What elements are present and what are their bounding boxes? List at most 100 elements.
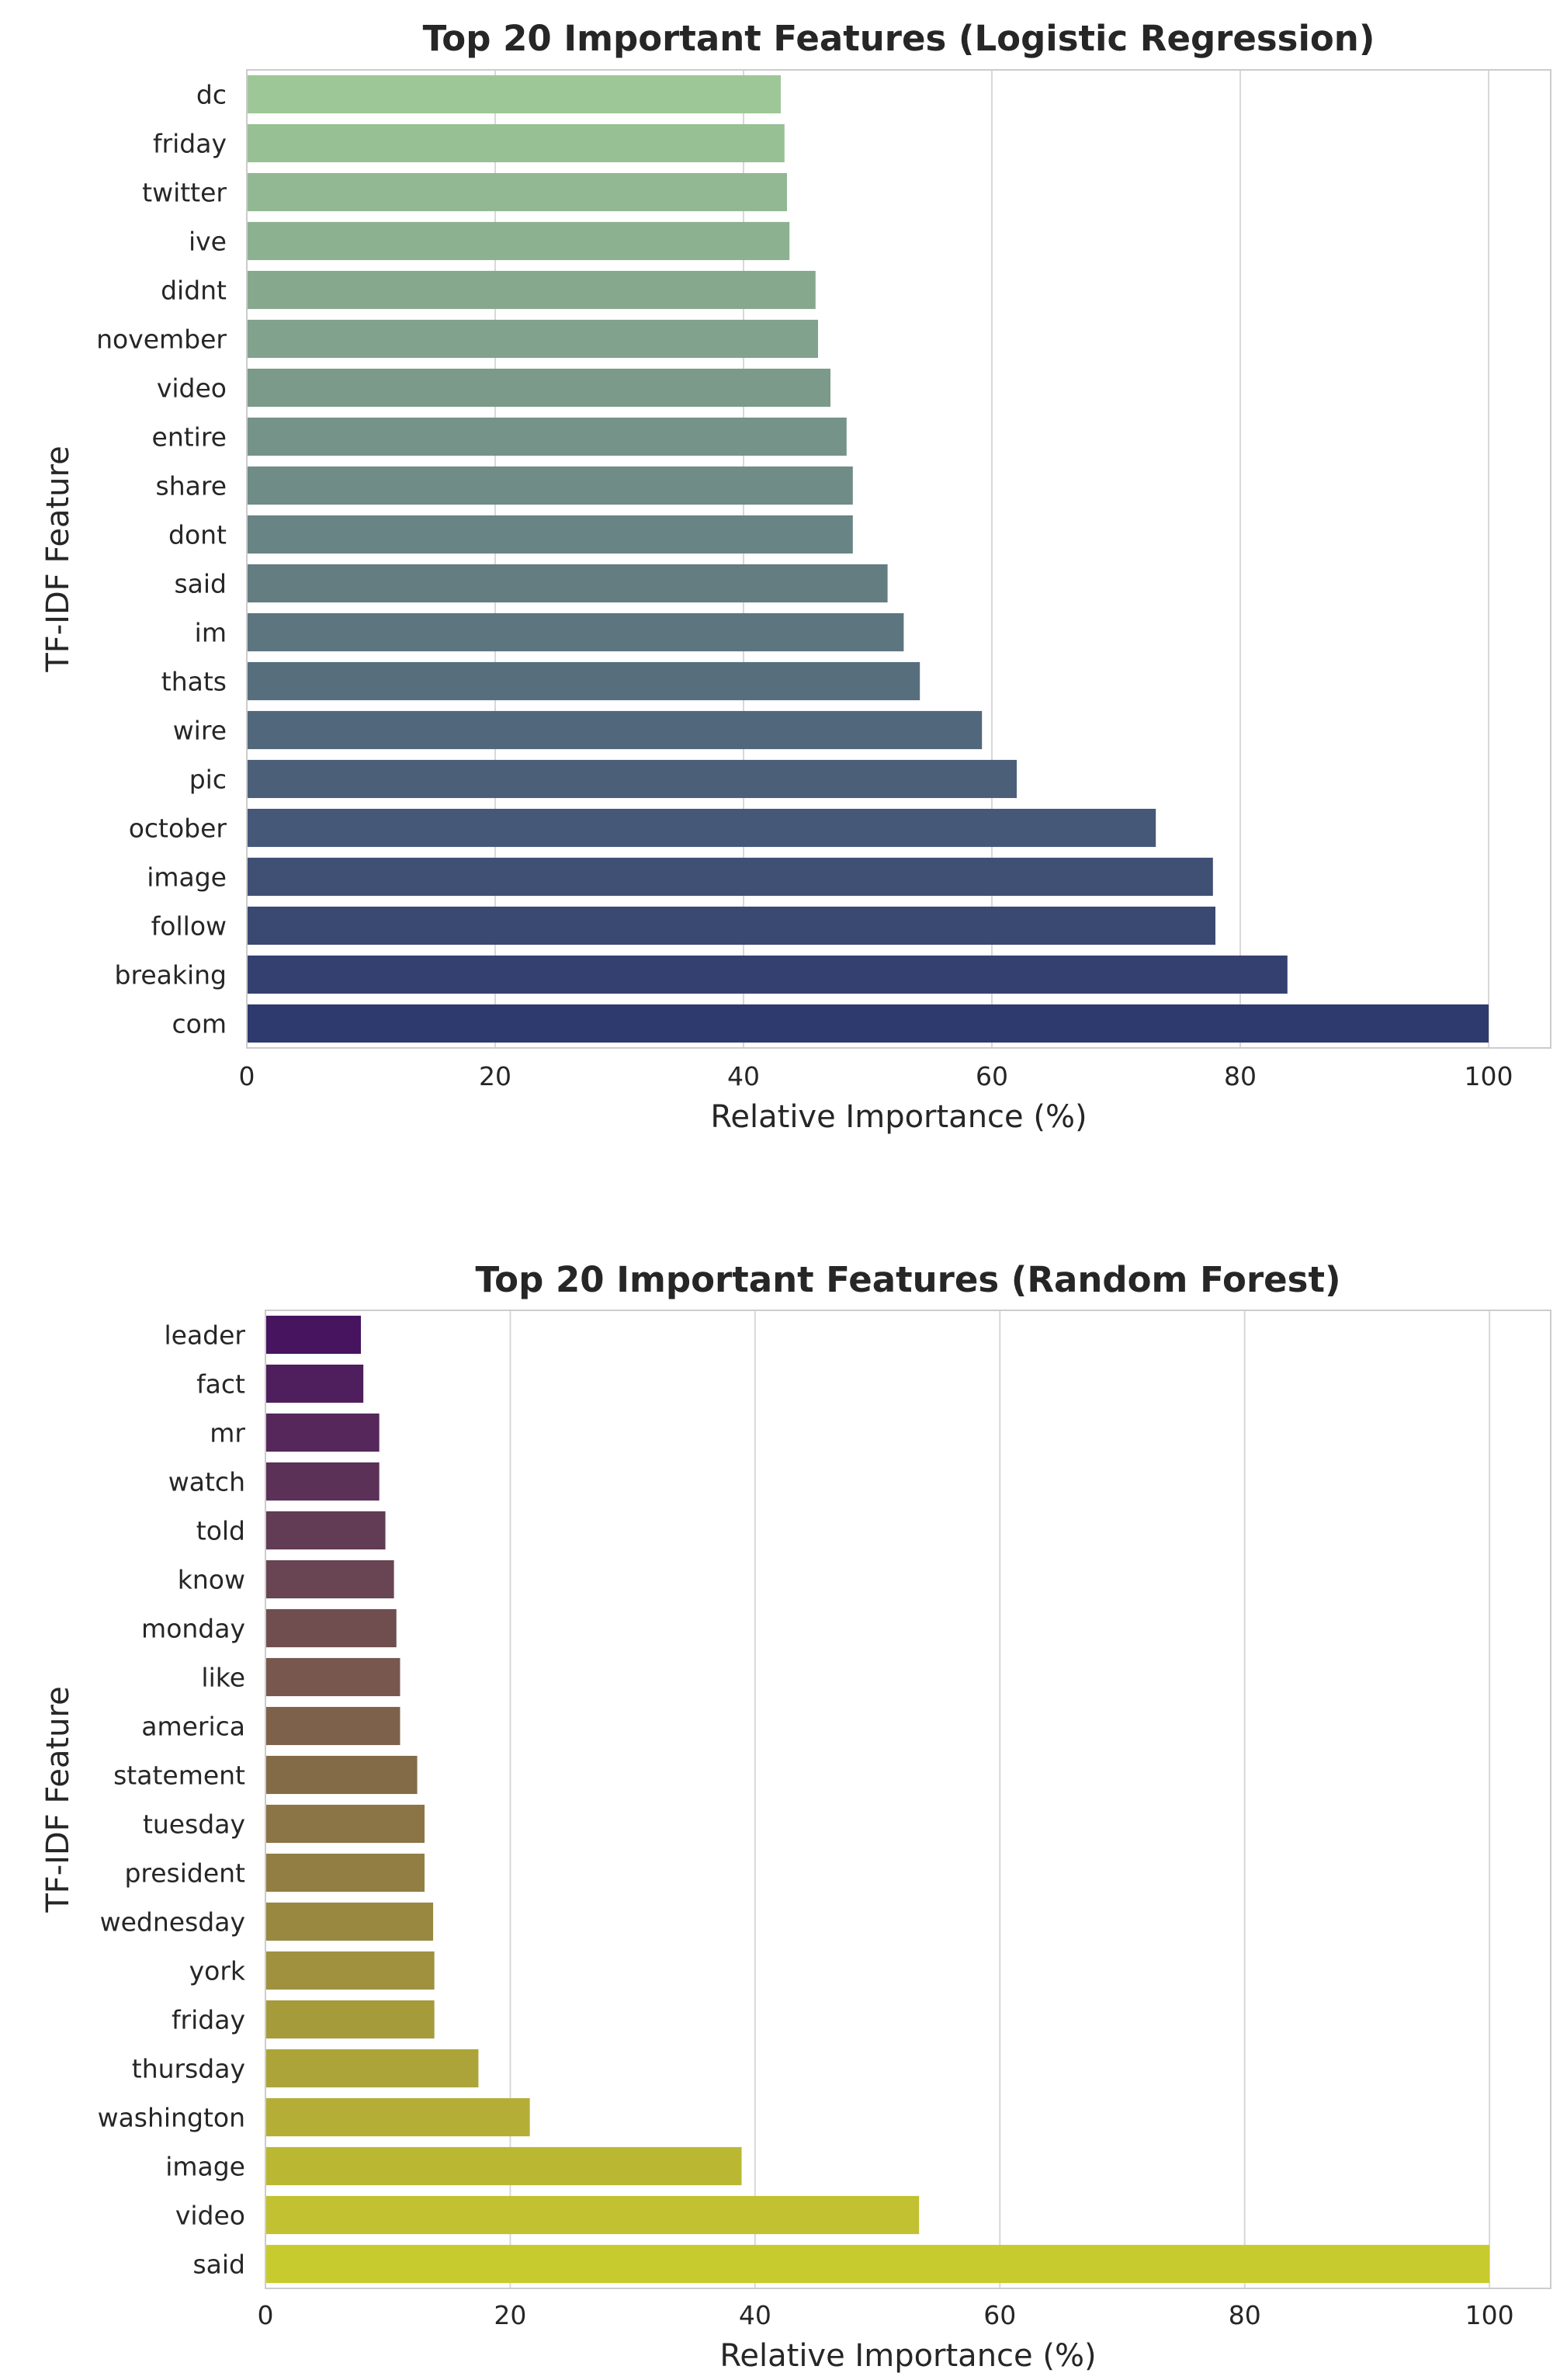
y-tick-label: november bbox=[96, 324, 227, 355]
bar-ive bbox=[247, 221, 790, 261]
x-tick-label: 80 bbox=[1229, 2300, 1261, 2330]
bar-tuesday bbox=[265, 1804, 425, 1844]
x-axis-label: Relative Importance (%) bbox=[710, 1099, 1087, 1135]
x-tick-label: 60 bbox=[976, 1061, 1008, 1091]
y-tick-label: image bbox=[147, 862, 227, 893]
bar-president bbox=[265, 1853, 425, 1893]
x-tick-label: 20 bbox=[479, 1061, 511, 1091]
bar-dc bbox=[247, 75, 781, 114]
bar-said bbox=[247, 564, 888, 603]
y-tick-label: york bbox=[189, 1956, 246, 1986]
y-tick-label: twitter bbox=[142, 178, 227, 208]
bar-im bbox=[247, 612, 904, 652]
y-tick-label: washington bbox=[98, 2103, 245, 2133]
bar-washington bbox=[265, 2097, 530, 2137]
y-tick-label: im bbox=[195, 618, 227, 648]
bar-com bbox=[247, 1004, 1489, 1043]
bar-told bbox=[265, 1511, 386, 1550]
y-tick-label: statement bbox=[113, 1761, 245, 1791]
y-tick-label: com bbox=[172, 1009, 227, 1039]
bar-know bbox=[265, 1559, 394, 1599]
bars bbox=[247, 75, 1489, 1043]
y-tick-label: entire bbox=[152, 422, 227, 453]
bar-share bbox=[247, 466, 853, 505]
y-tick-label: know bbox=[178, 1565, 245, 1595]
x-tick-label: 100 bbox=[1465, 2300, 1514, 2330]
bar-follow bbox=[247, 906, 1215, 945]
y-tick-label: image bbox=[165, 2152, 245, 2182]
bar-breaking bbox=[247, 955, 1288, 994]
y-axis-label: TF-IDF Feature bbox=[40, 446, 76, 672]
bar-america bbox=[265, 1706, 400, 1746]
y-tick-labels: dc friday twitter ive didnt november video enti… bbox=[96, 80, 227, 1039]
bar-like bbox=[265, 1657, 400, 1697]
y-tick-label: thats bbox=[161, 667, 227, 697]
bar-entire bbox=[247, 417, 847, 456]
y-tick-label: video bbox=[157, 373, 227, 404]
plot-frame bbox=[246, 69, 1551, 1049]
bar-video bbox=[265, 2195, 920, 2235]
chart-title: Top 20 Important Features (Random Forest… bbox=[475, 1259, 1340, 1300]
bar-leader bbox=[265, 1315, 362, 1355]
y-tick-label: president bbox=[124, 1858, 245, 1889]
y-tick-label: monday bbox=[141, 1614, 245, 1644]
y-axis-label: TF-IDF Feature bbox=[40, 1686, 76, 1913]
bar-image bbox=[247, 857, 1213, 897]
y-tick-label: said bbox=[192, 2250, 245, 2280]
y-tick-label: didnt bbox=[161, 276, 227, 306]
y-tick-label: dc bbox=[196, 80, 227, 110]
x-tick-label: 40 bbox=[739, 2300, 771, 2330]
x-tick-label: 20 bbox=[494, 2300, 526, 2330]
bar-statement bbox=[265, 1755, 418, 1795]
bar-dont bbox=[247, 515, 853, 554]
bar-friday bbox=[265, 2000, 435, 2039]
random-forest-chart: Top 20 Important Features (Random Forest… bbox=[40, 1259, 1551, 2374]
bar-didnt bbox=[247, 270, 816, 310]
x-tick-label: 0 bbox=[239, 1061, 255, 1091]
y-tick-label: america bbox=[141, 1712, 245, 1742]
x-tick-label: 60 bbox=[983, 2300, 1016, 2330]
x-tick-labels: 0 20 40 60 80 100 bbox=[258, 2300, 1514, 2330]
y-tick-label: mr bbox=[210, 1418, 245, 1448]
bar-said bbox=[265, 2244, 1490, 2284]
y-tick-label: share bbox=[156, 471, 227, 501]
bar-image bbox=[265, 2146, 742, 2186]
y-tick-label: october bbox=[129, 814, 227, 844]
bar-monday bbox=[265, 1608, 397, 1648]
y-tick-label: said bbox=[174, 569, 227, 599]
bar-twitter bbox=[247, 172, 787, 212]
bar-friday bbox=[247, 123, 785, 163]
y-tick-label: dont bbox=[168, 520, 227, 550]
y-tick-label: pic bbox=[189, 765, 227, 795]
bar-october bbox=[247, 808, 1156, 848]
bar-fact bbox=[265, 1364, 364, 1403]
bar-watch bbox=[265, 1462, 380, 1501]
y-tick-label: told bbox=[196, 1516, 245, 1546]
x-tick-label: 80 bbox=[1224, 1061, 1257, 1091]
bar-pic bbox=[247, 759, 1017, 799]
y-tick-label: ive bbox=[189, 227, 227, 257]
y-tick-label: video bbox=[175, 2201, 245, 2231]
y-tick-label: friday bbox=[153, 129, 227, 159]
x-tick-label: 40 bbox=[727, 1061, 760, 1091]
y-tick-label: tuesday bbox=[143, 1809, 245, 1840]
bar-mr bbox=[265, 1413, 380, 1452]
y-tick-label: watch bbox=[168, 1467, 245, 1497]
bar-thats bbox=[247, 661, 920, 701]
y-tick-label: leader bbox=[164, 1320, 245, 1351]
gridlines bbox=[494, 70, 1489, 1048]
bar-wednesday bbox=[265, 1902, 434, 1941]
bar-thursday bbox=[265, 2049, 479, 2088]
y-tick-label: fact bbox=[196, 1369, 245, 1400]
bar-november bbox=[247, 319, 818, 359]
y-tick-label: thursday bbox=[132, 2054, 245, 2084]
y-tick-label: wednesday bbox=[100, 1907, 245, 1938]
y-tick-label: friday bbox=[172, 2005, 245, 2035]
y-tick-label: breaking bbox=[115, 960, 227, 991]
bars bbox=[265, 1315, 1490, 2284]
logistic-regression-chart: Top 20 Important Features (Logistic Regr… bbox=[40, 18, 1551, 1135]
x-axis-label: Relative Importance (%) bbox=[719, 2338, 1096, 2374]
y-tick-label: like bbox=[201, 1663, 245, 1693]
gridlines bbox=[509, 1310, 1491, 2288]
y-tick-label: follow bbox=[151, 911, 227, 942]
